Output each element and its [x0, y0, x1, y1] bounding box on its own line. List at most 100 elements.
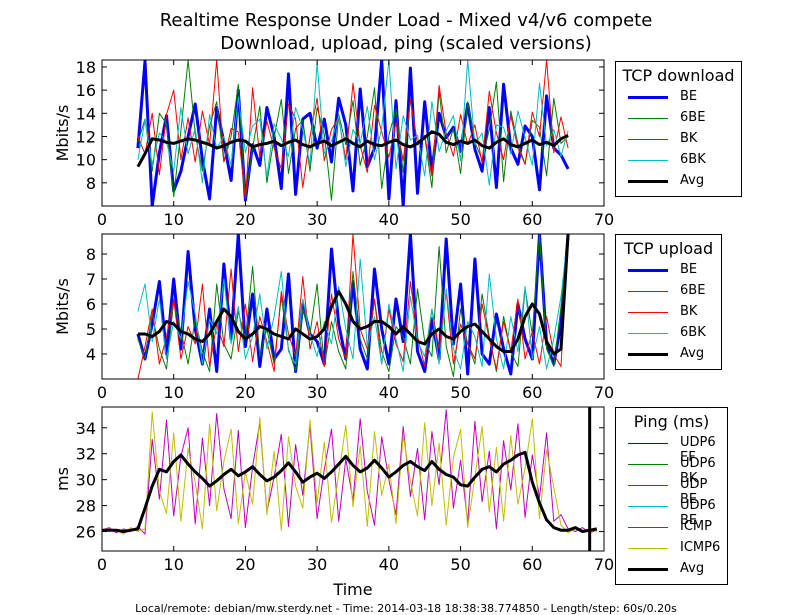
legend-swatch — [628, 118, 668, 119]
legend-label: Avg — [680, 173, 705, 188]
series-line-6bk — [137, 234, 569, 372]
legend-title: TCP download — [622, 66, 735, 85]
legend-swatch — [628, 485, 668, 486]
footer-info: Local/remote: debian/mw.sterdy.net - Tim… — [135, 602, 677, 615]
legend-label: BE — [680, 89, 698, 104]
x-tick-label: 20 — [235, 383, 255, 402]
y-tick-label: 12 — [76, 127, 96, 146]
plot-area-ping — [102, 407, 598, 551]
legend-label: UDP6 BK — [680, 456, 716, 486]
legend-item: UDP6 EF — [616, 433, 727, 465]
legend-item: UDP6 BK — [616, 454, 727, 486]
x-tick-label: 50 — [450, 210, 470, 229]
y-tick-label: 6 — [86, 295, 96, 314]
y-tick-label: 32 — [76, 445, 96, 464]
legend-label: Avg — [680, 346, 705, 361]
y-tick-label: 26 — [76, 523, 96, 542]
legend-swatch — [628, 353, 668, 356]
x-tick-label: 70 — [594, 210, 614, 229]
legend-item: 6BE — [616, 281, 721, 302]
x-tick-label: 0 — [97, 555, 107, 574]
legend-swatch — [628, 312, 668, 313]
legend-label: ICMP — [680, 519, 712, 534]
x-tick-label: 60 — [522, 555, 542, 574]
legend-label: BE — [680, 262, 698, 277]
plot-area-download — [136, 60, 570, 206]
legend-ping: Ping (ms) UDP6 EF UDP6 BK UDP BE UDP6 BE ICMP… — [615, 407, 728, 585]
legend-item: UDP6 BE — [616, 496, 727, 528]
legend-item: 6BK — [616, 150, 741, 171]
x-tick-label: 0 — [97, 210, 107, 229]
legend-swatch — [628, 269, 668, 272]
series-line-avg — [136, 130, 569, 168]
axes-frame — [101, 59, 605, 207]
y-tick-label: 7 — [86, 270, 96, 289]
legend-item: Avg — [616, 559, 727, 580]
y-tick-label: 5 — [86, 320, 96, 339]
legend-item: 6BE — [616, 108, 741, 129]
y-tick-label: 30 — [76, 471, 96, 490]
x-tick-label: 50 — [450, 555, 470, 574]
x-tick-label: 60 — [522, 383, 542, 402]
y-tick-label: 8 — [86, 245, 96, 264]
series-line-be — [136, 234, 570, 376]
legend-item: BK — [616, 302, 721, 323]
legend-swatch — [628, 139, 668, 140]
legend-item: Avg — [616, 344, 721, 365]
x-tick-label: 20 — [235, 210, 255, 229]
legend-item: BE — [616, 260, 721, 281]
legend-item: ICMP — [616, 517, 727, 538]
chart-title: Realtime Response Under Load - Mixed v4/… — [159, 10, 653, 31]
series-line-avg — [137, 234, 570, 356]
legend-label: 6BK — [680, 325, 706, 340]
legend-swatch — [628, 96, 668, 99]
y-tick-label: 28 — [76, 497, 96, 516]
series-line-6be — [137, 234, 569, 377]
legend-item: BE — [616, 87, 741, 108]
x-tick-label: 50 — [450, 383, 470, 402]
axes-frame — [101, 406, 605, 552]
y-tick-label: 14 — [76, 104, 96, 123]
x-tick-label: 70 — [594, 555, 614, 574]
series-line-be — [136, 60, 570, 206]
legend-swatch — [628, 568, 668, 571]
axes-frame — [101, 233, 605, 380]
x-tick-label: 10 — [164, 383, 184, 402]
series-line-icmp — [102, 409, 597, 535]
legend-item: Avg — [616, 171, 741, 192]
x-tick-label: 0 — [97, 383, 107, 402]
legend-swatch — [628, 180, 668, 183]
legend-label: UDP BE — [680, 477, 708, 507]
x-tick-label: 40 — [379, 383, 399, 402]
legend-item: ICMP6 — [616, 538, 727, 559]
series-line-icmp6 — [102, 411, 597, 535]
y-axis-label: ms — [53, 467, 72, 491]
y-tick-label: 10 — [76, 151, 96, 170]
legend-label: BK — [680, 131, 698, 146]
legend-tcp-upload: TCP upload BE 6BE BK 6BK Avg — [615, 234, 722, 370]
legend-tcp-download: TCP download BE 6BE BK 6BK Avg — [615, 61, 742, 197]
plot-area-upload — [136, 234, 570, 379]
legend-item: UDP BE — [616, 475, 727, 507]
legend-swatch — [628, 548, 668, 549]
y-axis-label: Mbits/s — [53, 105, 72, 162]
x-tick-label: 30 — [307, 383, 327, 402]
legend-item: BK — [616, 129, 741, 150]
legend-item: 6BK — [616, 323, 721, 344]
legend-label: 6BE — [680, 283, 706, 298]
y-tick-label: 8 — [86, 174, 96, 193]
x-tick-label: 20 — [235, 555, 255, 574]
legend-swatch — [628, 464, 668, 465]
series-line-bk — [137, 234, 569, 379]
chart-subtitle: Download, upload, ping (scaled versions) — [220, 33, 592, 54]
y-tick-label: 18 — [76, 58, 96, 77]
y-tick-label: 16 — [76, 81, 96, 100]
legend-swatch — [628, 506, 668, 507]
legend-swatch — [628, 291, 668, 292]
x-tick-label: 30 — [307, 210, 327, 229]
legend-label: Avg — [680, 561, 705, 576]
legend-label: BK — [680, 304, 698, 319]
legend-title: Ping (ms) — [633, 412, 710, 431]
x-axis-label: Time — [332, 580, 372, 599]
